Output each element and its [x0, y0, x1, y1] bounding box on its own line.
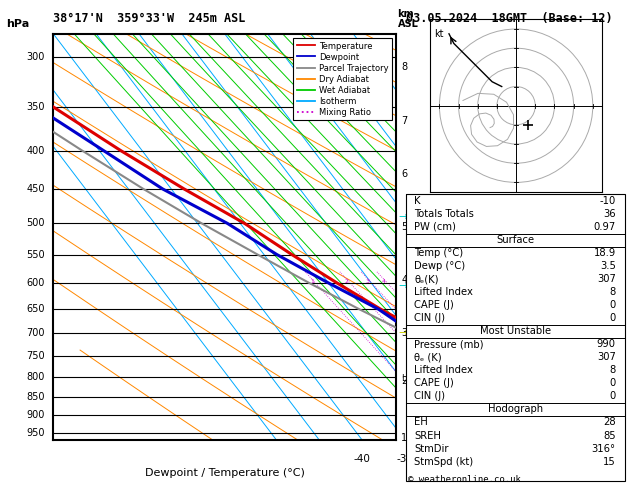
Text: CIN (J): CIN (J): [415, 391, 445, 401]
Text: StmSpd (kt): StmSpd (kt): [415, 456, 474, 467]
Text: 307: 307: [597, 352, 616, 363]
Text: 850: 850: [26, 392, 45, 402]
Text: 28: 28: [603, 417, 616, 428]
Text: 800: 800: [26, 372, 45, 382]
Text: © weatheronline.co.uk: © weatheronline.co.uk: [408, 474, 520, 484]
Text: CIN (J): CIN (J): [415, 313, 445, 323]
Text: Dewp (°C): Dewp (°C): [415, 261, 465, 271]
Text: 0: 0: [610, 379, 616, 388]
Text: Surface: Surface: [496, 235, 534, 245]
Text: 2: 2: [401, 376, 408, 386]
Text: 700: 700: [26, 328, 45, 338]
Text: EH: EH: [415, 417, 428, 428]
Text: 36: 36: [603, 209, 616, 219]
Text: 4: 4: [382, 279, 386, 284]
Text: 3: 3: [401, 328, 408, 338]
Text: 85: 85: [603, 431, 616, 440]
Text: 650: 650: [26, 304, 45, 314]
Text: CAPE (J): CAPE (J): [415, 379, 454, 388]
Text: 750: 750: [26, 351, 45, 361]
Text: 1: 1: [310, 279, 314, 284]
Text: 20: 20: [613, 454, 626, 464]
Text: 450: 450: [26, 184, 45, 194]
Text: Dewpoint / Temperature (°C): Dewpoint / Temperature (°C): [145, 468, 305, 478]
Text: 03.05.2024  18GMT  (Base: 12): 03.05.2024 18GMT (Base: 12): [406, 12, 612, 25]
Text: 8: 8: [610, 365, 616, 375]
Text: 0.97: 0.97: [594, 222, 616, 232]
Text: 307: 307: [597, 274, 616, 284]
Text: -30: -30: [396, 454, 413, 464]
Text: 600: 600: [26, 278, 45, 288]
Text: Temp (°C): Temp (°C): [415, 248, 464, 258]
Text: -10: -10: [599, 196, 616, 206]
Text: -10: -10: [482, 454, 499, 464]
Text: LCL: LCL: [401, 374, 416, 383]
Text: StmDir: StmDir: [415, 444, 449, 453]
Text: SREH: SREH: [415, 431, 442, 440]
Text: Lifted Index: Lifted Index: [415, 365, 474, 375]
Text: →: →: [398, 212, 408, 222]
Text: -40: -40: [353, 454, 370, 464]
Text: 5: 5: [401, 222, 408, 232]
Text: 3: 3: [366, 279, 370, 284]
Text: 0: 0: [530, 454, 537, 464]
Text: θₑ(K): θₑ(K): [415, 274, 439, 284]
Text: -20: -20: [439, 454, 456, 464]
Text: K: K: [415, 196, 421, 206]
Text: 350: 350: [26, 102, 45, 112]
Text: 6: 6: [401, 169, 408, 179]
Text: PW (cm): PW (cm): [415, 222, 456, 232]
Text: CAPE (J): CAPE (J): [415, 300, 454, 310]
Legend: Temperature, Dewpoint, Parcel Trajectory, Dry Adiabat, Wet Adiabat, Isotherm, Mi: Temperature, Dewpoint, Parcel Trajectory…: [293, 38, 392, 121]
Text: 15: 15: [603, 456, 616, 467]
Text: 900: 900: [26, 410, 45, 420]
Text: 18.9: 18.9: [594, 248, 616, 258]
Text: 0: 0: [610, 313, 616, 323]
Text: 0: 0: [610, 391, 616, 401]
Text: 2: 2: [345, 279, 348, 284]
Text: 0: 0: [610, 300, 616, 310]
Text: →: →: [398, 328, 408, 338]
Text: →: →: [398, 280, 408, 291]
Text: Hodograph: Hodograph: [487, 404, 543, 415]
Text: hPa: hPa: [6, 19, 30, 29]
Text: Pressure (mb): Pressure (mb): [415, 339, 484, 349]
Text: 990: 990: [597, 339, 616, 349]
Text: θₑ (K): θₑ (K): [415, 352, 442, 363]
Text: 4: 4: [401, 275, 408, 285]
Text: 500: 500: [26, 218, 45, 228]
Text: 316°: 316°: [592, 444, 616, 453]
Text: 3.5: 3.5: [600, 261, 616, 271]
Text: 300: 300: [26, 52, 45, 62]
Text: 400: 400: [26, 145, 45, 156]
Text: kt: kt: [433, 29, 443, 39]
Text: 1: 1: [401, 433, 408, 443]
Text: 8: 8: [610, 287, 616, 297]
Text: 8: 8: [401, 62, 408, 72]
Text: Totals Totals: Totals Totals: [415, 209, 474, 219]
Text: km
ASL: km ASL: [398, 9, 418, 29]
Text: Lifted Index: Lifted Index: [415, 287, 474, 297]
Text: 7: 7: [401, 116, 408, 125]
Text: 10: 10: [570, 454, 583, 464]
Text: Most Unstable: Most Unstable: [479, 326, 551, 336]
Text: 38°17'N  359°33'W  245m ASL: 38°17'N 359°33'W 245m ASL: [53, 12, 246, 25]
Text: 550: 550: [26, 249, 45, 260]
Text: 950: 950: [26, 428, 45, 438]
